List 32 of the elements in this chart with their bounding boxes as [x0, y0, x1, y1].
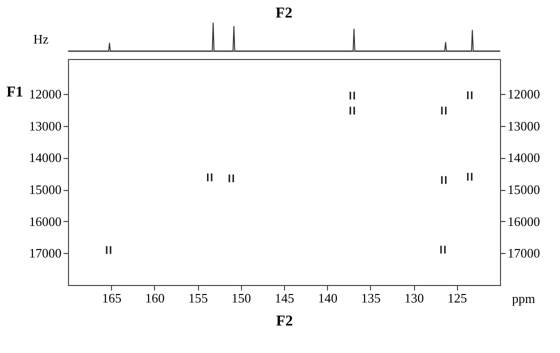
x-tick-label: 135 — [361, 290, 381, 306]
point — [440, 246, 446, 254]
y-tick-label: 15000 — [29, 182, 62, 198]
chart-title: F2 — [276, 6, 292, 22]
x-axis-title: F2 — [276, 314, 293, 330]
y2-tick-label: 13000 — [508, 118, 540, 134]
point — [206, 174, 212, 182]
x-tick-label: 160 — [145, 290, 165, 306]
point — [441, 176, 447, 184]
y2-tick-label: 12000 — [508, 86, 540, 102]
x-tick-label: 155 — [188, 290, 208, 306]
y2-tick-label: 16000 — [508, 214, 540, 229]
y-axis-title: F1 — [6, 84, 24, 100]
point — [441, 106, 447, 114]
y-tick-label: 16000 — [29, 214, 62, 229]
y-tick-label: 12000 — [29, 86, 62, 102]
x-tick-label: 125 — [448, 290, 468, 306]
y2-tick-label: 17000 — [508, 246, 540, 261]
point — [228, 174, 234, 182]
point — [106, 246, 112, 254]
y-tick-label: 14000 — [29, 150, 62, 166]
y2-tick-label: 15000 — [508, 182, 540, 198]
text: ppm — [512, 291, 536, 306]
y2-tick-label: 14000 — [508, 150, 540, 166]
y-tick-label: 17000 — [29, 246, 62, 261]
x-tick-label: 130 — [404, 290, 424, 306]
x-tick-label: 145 — [274, 290, 294, 306]
x-tick-label: 140 — [318, 290, 338, 306]
x-tick-label: 165 — [102, 290, 122, 306]
x-tick-label: 150 — [232, 290, 252, 306]
y-axis-title: Hz — [33, 32, 49, 46]
y-tick-label: 13000 — [29, 118, 62, 134]
